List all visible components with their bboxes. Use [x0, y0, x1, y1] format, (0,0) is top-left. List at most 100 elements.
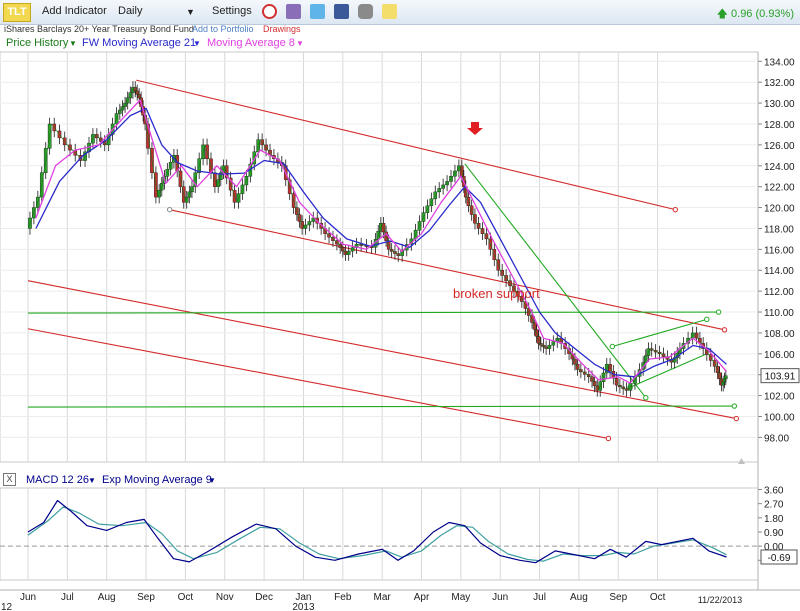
add-to-portfolio-link[interactable]: Add to Portfolio [192, 24, 254, 34]
month-label: May [451, 592, 470, 603]
month-label: Jan [295, 592, 311, 603]
price-legend: Price History ▼ FW Moving Average 21 ▼ M… [0, 36, 800, 51]
chevron-down-icon[interactable]: ▼ [186, 7, 195, 17]
annotation-broken-support: broken support [453, 286, 540, 301]
trendline-endpoint [605, 435, 612, 442]
month-label: Aug [570, 592, 588, 603]
arrow-up-icon: 🡅 [716, 8, 728, 20]
macd-series-line [27, 499, 727, 564]
macd-tick-label: 2.70 [764, 500, 784, 511]
interval-select[interactable]: Daily [118, 5, 143, 17]
price-tick-label: 130.00 [764, 99, 795, 110]
month-label: Apr [414, 592, 430, 603]
price-tick-label: 106.00 [764, 350, 795, 361]
scroll-up-icon [738, 458, 745, 464]
fund-name: iShares Barclays 20+ Year Treasury Bond … [4, 24, 194, 34]
twitter-icon[interactable] [310, 4, 325, 19]
trendline-startpoint [166, 206, 173, 213]
trendline [464, 163, 647, 399]
trendline-endpoint [643, 395, 649, 401]
month-label: Jun [492, 592, 508, 603]
trendline [612, 318, 707, 348]
down-arrow-marker [467, 122, 483, 135]
trendline [27, 311, 719, 314]
note-icon[interactable] [382, 4, 397, 19]
month-label: Aug [98, 592, 116, 603]
price-tick-label: 110.00 [764, 308, 794, 319]
trendline [169, 209, 725, 331]
toolbar: TLT Add Indicator Daily ▼ Settings 🡅 0.9… [0, 0, 800, 25]
price-tick-label: 114.00 [764, 266, 794, 277]
price-change-text: 0.96 (0.93%) [731, 8, 794, 20]
chevron-down-icon[interactable]: ▼ [193, 39, 201, 48]
trendline-endpoint [715, 309, 722, 315]
price-tick-label: 98.00 [764, 433, 789, 444]
price-tick-label: 112.00 [764, 287, 794, 298]
legend-price-history[interactable]: Price History [6, 37, 69, 49]
chevron-down-icon[interactable]: ▼ [296, 39, 304, 48]
month-label: Nov [216, 592, 234, 603]
macd-tick-label: 1.80 [764, 514, 784, 525]
drawings-link[interactable]: Drawings [263, 24, 301, 34]
ma21-series-line [35, 107, 727, 378]
symbol-box[interactable]: TLT [3, 3, 31, 22]
macd-last-label: -0.69 [768, 553, 791, 564]
trendlines [27, 79, 739, 442]
last-price-box [760, 368, 800, 384]
month-label: Feb [334, 592, 352, 603]
macd-legend: X MACD 12 26 ▼ Exp Moving Average 9 ▼ [0, 472, 800, 488]
price-tick-label: 128.00 [764, 120, 795, 131]
price-tick-label: 120.00 [764, 204, 795, 215]
month-label: Jul [61, 592, 74, 603]
month-label: Oct [650, 592, 666, 603]
settings-button[interactable]: Settings [212, 5, 252, 17]
trendline [136, 79, 676, 211]
facebook-icon[interactable] [334, 4, 349, 19]
axes: Jun Jul Aug Sep Oct Nov Dec Jan Feb Mar Apr May Jun J… [1, 57, 800, 611]
book-icon[interactable] [286, 4, 301, 19]
signal-series-line [27, 506, 727, 562]
price-tick-label: 118.00 [764, 224, 794, 235]
close-icon[interactable]: X [3, 473, 16, 486]
month-label: Jun [20, 592, 36, 603]
month-label: Mar [374, 592, 392, 603]
price-tick-label: 126.00 [764, 141, 795, 152]
chevron-down-icon[interactable]: ▼ [88, 476, 96, 485]
legend-ma21[interactable]: FW Moving Average 21 [82, 37, 197, 49]
legend-macd[interactable]: MACD 12 26 [26, 474, 89, 486]
trendline-startpoint [609, 343, 616, 350]
macd-tick-label: 0.90 [764, 528, 784, 539]
price-tick-label: 102.00 [764, 392, 795, 403]
trendline [27, 405, 735, 408]
month-label: Sep [609, 592, 627, 603]
price-tick-label: 122.00 [764, 183, 795, 194]
macd-tick-label: 3.60 [764, 486, 784, 497]
legend-signal[interactable]: Exp Moving Average 9 [102, 474, 212, 486]
chevron-down-icon[interactable]: ▼ [208, 476, 216, 485]
trendline-endpoint [731, 403, 738, 409]
macd-panel-frame [0, 487, 759, 581]
macd-last-box [760, 549, 798, 565]
camera-icon[interactable] [358, 4, 373, 19]
price-tick-label: 132.00 [764, 78, 795, 89]
price-tick-label: 108.00 [764, 329, 795, 340]
chevron-down-icon[interactable]: ▼ [69, 39, 77, 48]
trendline-endpoint [704, 316, 710, 323]
trendline-endpoint [733, 415, 739, 422]
last-price-label: 103.91 [765, 372, 796, 383]
annotations: broken support [453, 122, 745, 464]
price-tick-label: 124.00 [764, 162, 795, 173]
price-change: 🡅 0.96 (0.93%) [717, 5, 794, 24]
trendline [27, 328, 609, 439]
add-indicator-button[interactable]: Add Indicator [42, 5, 107, 17]
trendline-endpoint [721, 327, 728, 333]
macd-tick-label: 0.00 [764, 542, 784, 553]
left-edge-label: 12 [1, 602, 13, 611]
alarm-clock-icon[interactable] [262, 4, 277, 19]
price-series-layer [27, 81, 728, 564]
legend-ma8[interactable]: Moving Average 8 [207, 37, 295, 49]
trendline [629, 353, 708, 388]
month-label: Oct [178, 592, 194, 603]
price-tick-label: 134.00 [764, 57, 795, 68]
